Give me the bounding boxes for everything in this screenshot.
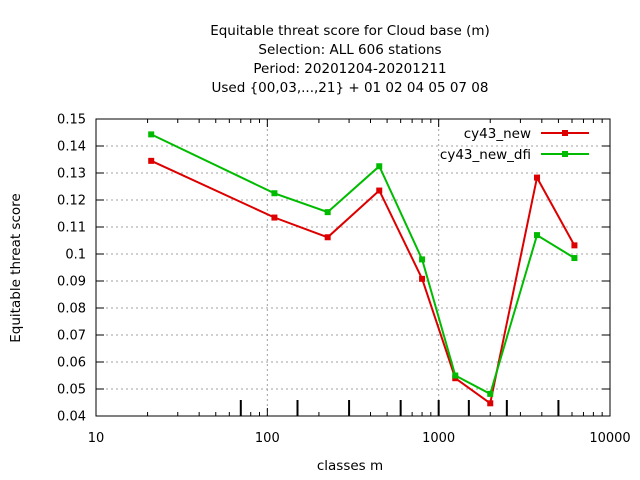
data-point	[376, 163, 383, 170]
data-point	[148, 131, 155, 138]
data-point	[419, 256, 426, 263]
legend-label: cy43_new_dfi	[440, 147, 531, 163]
plot-frame	[95, 118, 611, 417]
y-tick-label: 0.08	[57, 302, 86, 317]
data-point	[571, 242, 578, 249]
x-tick-label: 10000	[589, 431, 630, 446]
y-tick-label: 0.14	[57, 140, 86, 155]
legend-marker	[562, 151, 568, 157]
series-line-cy43_new	[150, 159, 576, 406]
chart-title: Equitable threat score for Cloud base (m…	[210, 23, 490, 96]
data-point	[534, 174, 541, 181]
y-tick-label: 0.09	[57, 275, 86, 290]
title-line-4: Used {00,03,...,21} + 01 02 04 05 07 08	[212, 80, 489, 96]
data-point	[271, 190, 278, 197]
title-line-3: Period: 20201204-20201211	[253, 61, 446, 77]
y-tick-label: 0.04	[57, 410, 86, 425]
x-axis-label: classes m	[317, 458, 383, 474]
data-point	[376, 187, 383, 194]
data-point	[324, 234, 331, 241]
title-line-2: Selection: ALL 606 stations	[258, 42, 441, 58]
y-tick-label: 0.11	[57, 221, 86, 236]
data-point	[419, 275, 426, 282]
plot-border	[95, 118, 611, 417]
x-tick-label: 10	[88, 431, 105, 446]
y-tick-label: 0.1	[65, 248, 86, 263]
data-point	[487, 390, 494, 397]
y-axis-label: Equitable threat score	[8, 193, 24, 342]
title-line-1: Equitable threat score for Cloud base (m…	[210, 23, 490, 39]
class-markers	[239, 400, 560, 416]
y-tick-label: 0.13	[57, 167, 86, 182]
y-axis: 0.04 0.05 0.06 0.07 0.08 0.09 0.1 0.11 0.12 0.13 0…	[57, 113, 610, 425]
y-tick-label: 0.15	[57, 113, 86, 128]
legend-marker	[562, 130, 568, 136]
x-axis: 10 100 1000 10000	[88, 119, 631, 446]
x-tick-label: 100	[255, 431, 280, 446]
data-point	[534, 232, 541, 239]
data-point	[271, 214, 278, 221]
data-point	[452, 372, 459, 379]
x-tick-label: 1000	[422, 431, 455, 446]
data-point	[571, 255, 578, 262]
legend: cy43_new cy43_new_dfi	[440, 126, 589, 163]
y-tick-label: 0.05	[57, 383, 86, 398]
data-point	[324, 209, 331, 216]
series-lines	[148, 131, 578, 407]
data-point	[487, 400, 494, 407]
y-tick-label: 0.06	[57, 356, 86, 371]
legend-label: cy43_new	[464, 126, 531, 142]
y-tick-label: 0.07	[57, 329, 86, 344]
y-tick-label: 0.12	[57, 194, 86, 209]
grid	[96, 119, 610, 416]
data-point	[148, 157, 155, 164]
